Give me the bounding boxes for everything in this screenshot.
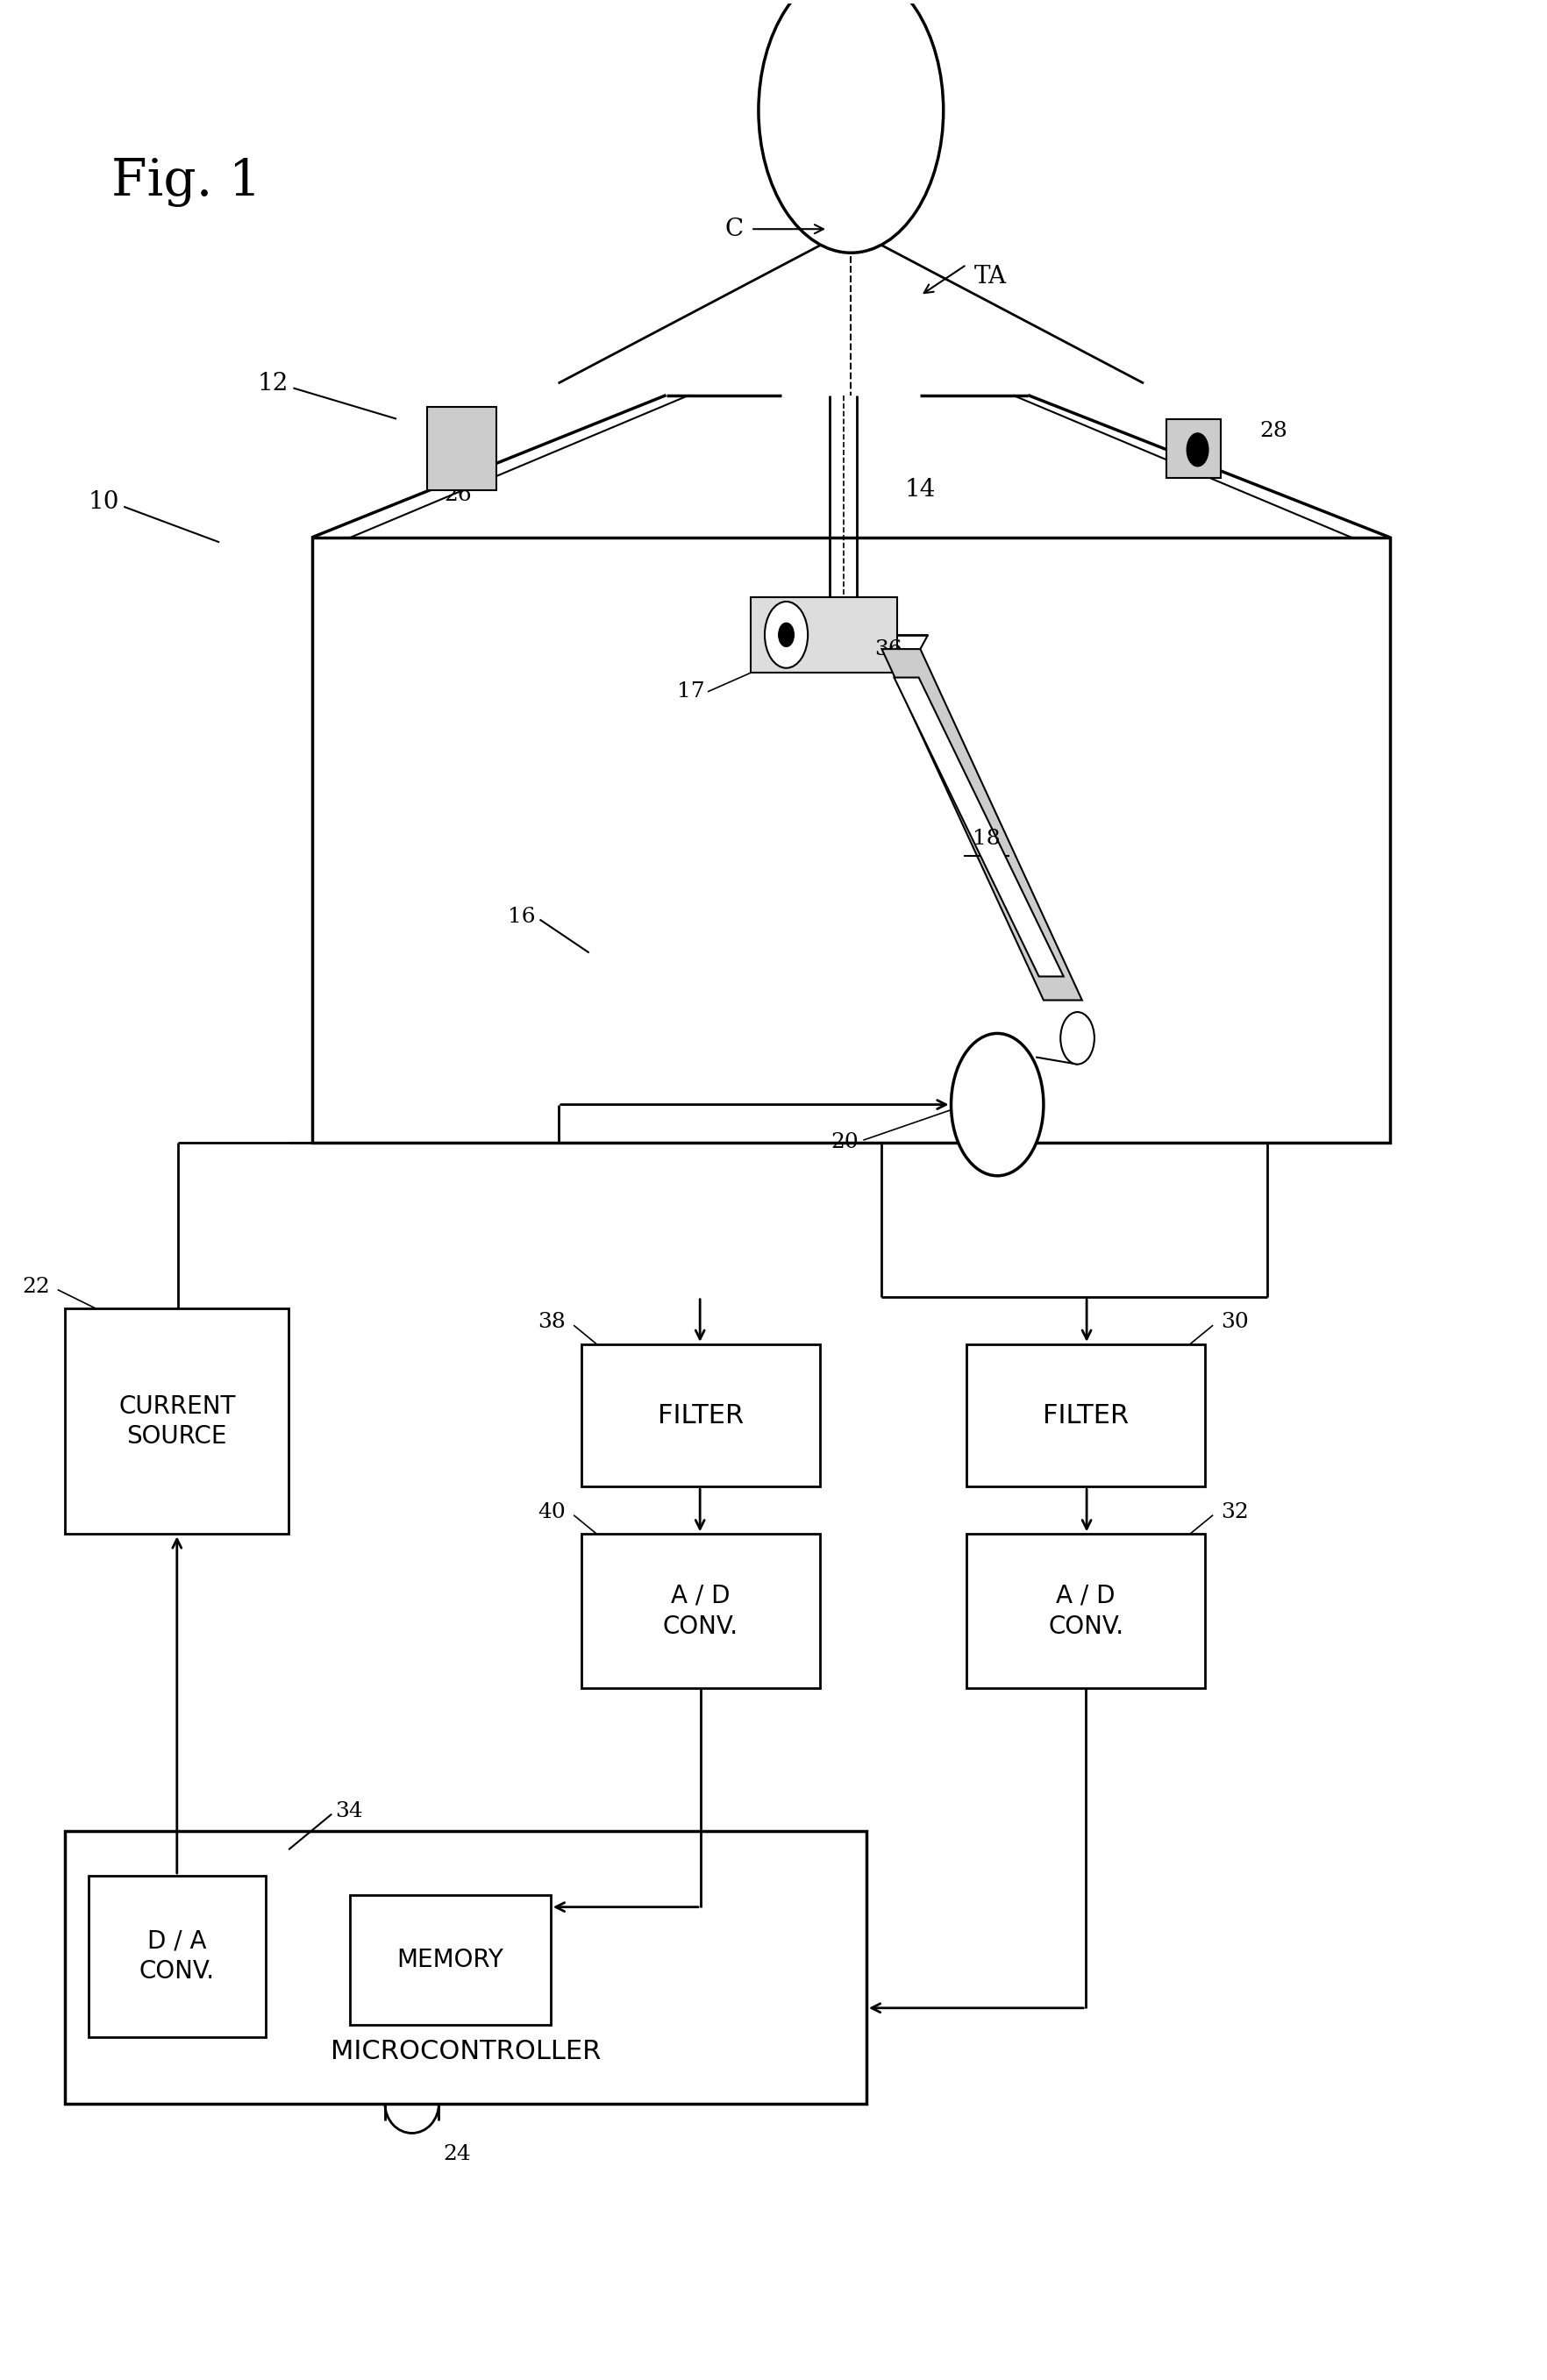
Text: Fig. 1: Fig. 1 <box>111 157 261 207</box>
Circle shape <box>758 0 942 252</box>
Bar <box>65 1309 288 1535</box>
Text: 12: 12 <box>257 371 288 395</box>
Text: 24: 24 <box>442 2144 470 2163</box>
Bar <box>582 1535 820 1687</box>
Text: FILTER: FILTER <box>1043 1402 1128 1428</box>
Text: FILTER: FILTER <box>657 1402 744 1428</box>
Circle shape <box>1060 1012 1094 1064</box>
Text: 14: 14 <box>905 478 936 502</box>
Text: MICROCONTROLLER: MICROCONTROLLER <box>331 2040 600 2063</box>
Text: 20: 20 <box>831 1133 859 1152</box>
Bar <box>65 1830 866 2104</box>
Text: 30: 30 <box>1221 1311 1248 1333</box>
Text: 28: 28 <box>1259 421 1287 440</box>
Text: 17: 17 <box>676 681 704 702</box>
Text: TA: TA <box>973 264 1006 288</box>
Text: 22: 22 <box>22 1276 50 1297</box>
Text: A / D
CONV.: A / D CONV. <box>1047 1583 1123 1637</box>
Text: 40: 40 <box>538 1502 566 1523</box>
Text: 34: 34 <box>334 1802 362 1821</box>
Polygon shape <box>427 407 497 490</box>
Text: D / A
CONV.: D / A CONV. <box>139 1928 215 1985</box>
Polygon shape <box>894 678 1063 976</box>
Text: 10: 10 <box>88 490 119 514</box>
Bar <box>582 1345 820 1488</box>
Text: 38: 38 <box>538 1311 566 1333</box>
Text: A / D
CONV.: A / D CONV. <box>662 1583 738 1637</box>
Polygon shape <box>1166 419 1221 478</box>
Text: MEMORY: MEMORY <box>396 1947 504 1973</box>
Bar <box>965 1535 1205 1687</box>
Text: 16: 16 <box>507 907 535 928</box>
Bar <box>965 1345 1205 1488</box>
Text: CURRENT
SOURCE: CURRENT SOURCE <box>119 1395 235 1449</box>
Text: 18: 18 <box>972 828 999 850</box>
Text: 32: 32 <box>1221 1502 1248 1523</box>
Bar <box>88 1875 266 2037</box>
Bar <box>750 597 897 674</box>
Circle shape <box>950 1033 1043 1176</box>
Circle shape <box>764 602 808 669</box>
Circle shape <box>778 624 794 647</box>
Polygon shape <box>882 650 1081 1000</box>
Text: C: C <box>724 217 743 240</box>
Bar <box>350 1894 551 2025</box>
Circle shape <box>1187 433 1208 466</box>
Text: 36: 36 <box>874 638 902 659</box>
Bar <box>311 538 1389 1142</box>
Text: 26: 26 <box>444 486 472 505</box>
